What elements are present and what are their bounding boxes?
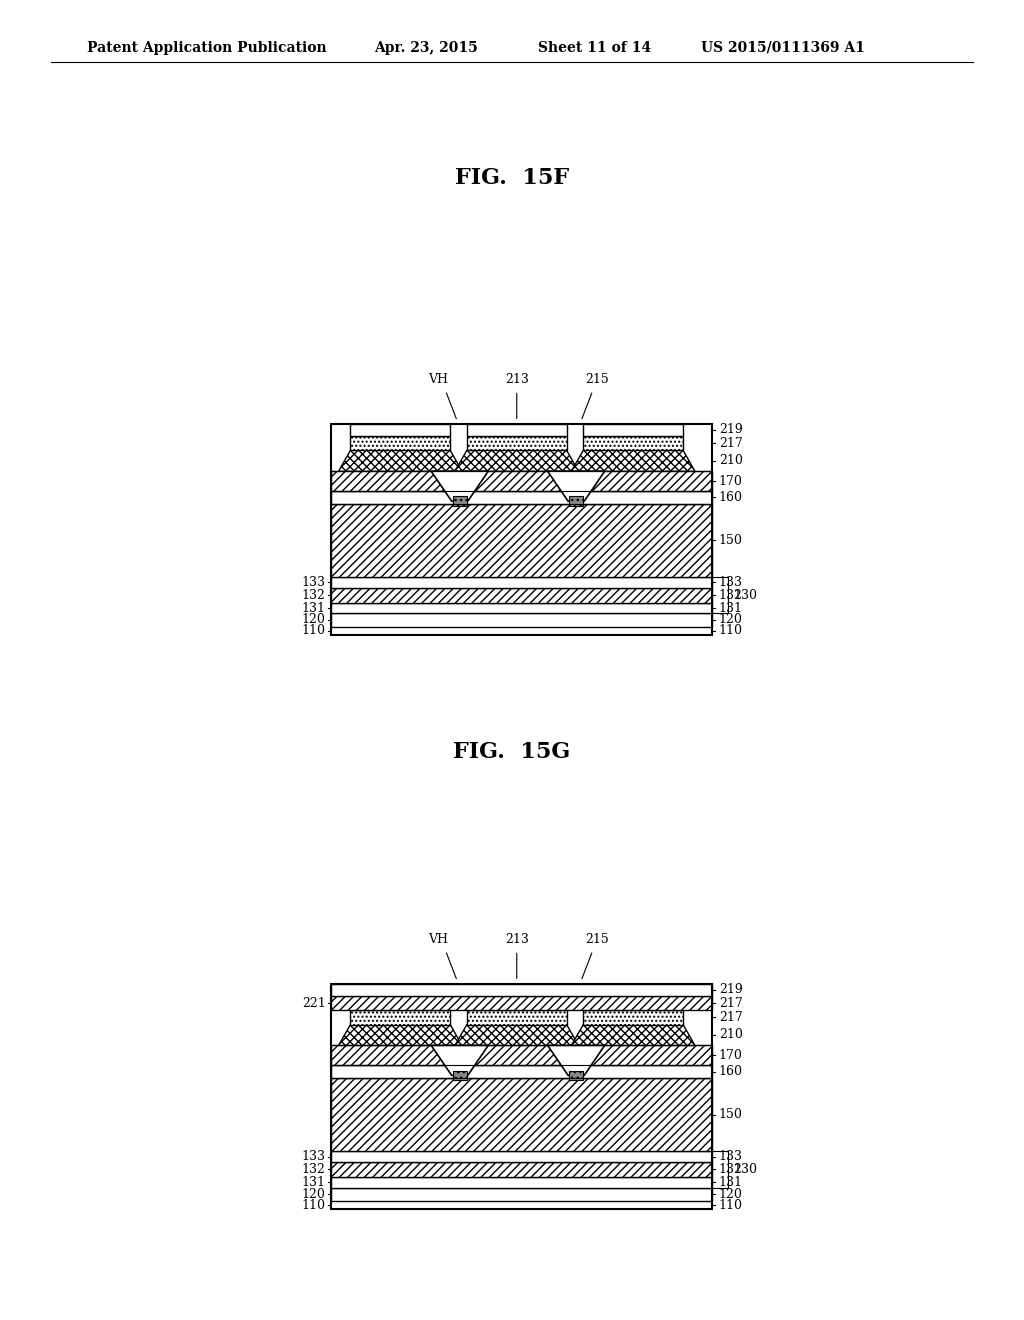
Polygon shape [455, 450, 579, 471]
Bar [569, 1071, 584, 1080]
Bar [332, 587, 712, 603]
Text: 132: 132 [302, 589, 326, 602]
Bar [350, 436, 451, 450]
Text: 110: 110 [302, 1199, 326, 1212]
Bar [332, 424, 712, 635]
Polygon shape [455, 1024, 579, 1045]
Text: VH: VH [428, 933, 449, 945]
Bar [453, 496, 467, 506]
Bar [332, 614, 712, 627]
Bar [467, 436, 566, 450]
Text: 170: 170 [719, 475, 742, 487]
Polygon shape [431, 1045, 488, 1076]
Text: 210: 210 [719, 1028, 742, 1041]
Text: Apr. 23, 2015: Apr. 23, 2015 [374, 41, 477, 54]
Bar [350, 1010, 451, 1024]
Text: 160: 160 [719, 1065, 742, 1078]
Polygon shape [431, 471, 488, 502]
Text: 120: 120 [719, 1188, 742, 1201]
Bar [332, 983, 712, 1209]
Bar [332, 1177, 712, 1188]
Text: 170: 170 [719, 1049, 742, 1061]
Text: 110: 110 [719, 1199, 742, 1212]
Text: 120: 120 [719, 614, 742, 627]
Polygon shape [548, 471, 604, 502]
Polygon shape [571, 1024, 695, 1045]
Text: VH: VH [428, 372, 449, 385]
Text: 215: 215 [586, 372, 609, 385]
Text: 120: 120 [302, 1188, 326, 1201]
Bar [332, 627, 712, 635]
Bar [332, 1077, 712, 1151]
Text: 110: 110 [719, 624, 742, 638]
Text: 132: 132 [719, 1163, 742, 1176]
Text: 133: 133 [719, 576, 742, 589]
Bar [332, 983, 712, 997]
Bar [332, 503, 712, 577]
Bar [332, 491, 712, 503]
Text: FIG.  15F: FIG. 15F [455, 168, 569, 189]
Bar [332, 1045, 712, 1065]
Bar [584, 436, 683, 450]
Text: 219: 219 [719, 983, 742, 997]
Text: 217: 217 [719, 437, 742, 450]
Text: 213: 213 [505, 933, 528, 945]
Bar [332, 1201, 712, 1209]
Polygon shape [571, 450, 695, 471]
Bar [453, 1071, 467, 1080]
Text: 217: 217 [719, 1011, 742, 1024]
Text: 110: 110 [302, 624, 326, 638]
Bar [332, 1065, 712, 1077]
Text: 131: 131 [719, 602, 742, 615]
Text: 213: 213 [505, 372, 528, 385]
Bar [332, 1162, 712, 1177]
Text: 131: 131 [302, 1176, 326, 1189]
Text: Patent Application Publication: Patent Application Publication [87, 41, 327, 54]
Text: 132: 132 [302, 1163, 326, 1176]
Bar [332, 1188, 712, 1201]
Text: Sheet 11 of 14: Sheet 11 of 14 [538, 41, 650, 54]
Text: 131: 131 [302, 602, 326, 615]
Bar [584, 1010, 683, 1024]
Bar [350, 424, 451, 436]
Text: 215: 215 [586, 933, 609, 945]
Text: 133: 133 [302, 576, 326, 589]
Bar [569, 496, 584, 506]
Text: 219: 219 [719, 424, 742, 437]
Text: FIG.  15G: FIG. 15G [454, 742, 570, 763]
Bar [584, 424, 683, 436]
Text: 131: 131 [719, 1176, 742, 1189]
Text: 133: 133 [302, 1150, 326, 1163]
Bar [332, 1151, 712, 1162]
Bar [332, 603, 712, 614]
Text: 150: 150 [719, 1107, 742, 1121]
Polygon shape [339, 1024, 462, 1045]
Bar [332, 577, 712, 587]
Text: 210: 210 [719, 454, 742, 467]
Text: 130: 130 [734, 589, 758, 602]
Text: 130: 130 [734, 1163, 758, 1176]
Text: US 2015/0111369 A1: US 2015/0111369 A1 [701, 41, 865, 54]
Text: 133: 133 [719, 1150, 742, 1163]
Text: 132: 132 [719, 589, 742, 602]
Text: 150: 150 [719, 533, 742, 546]
Text: 217: 217 [719, 997, 742, 1010]
Polygon shape [548, 1045, 604, 1076]
Bar [332, 997, 712, 1010]
Bar [467, 1010, 566, 1024]
Text: 221: 221 [302, 997, 326, 1010]
Text: 120: 120 [302, 614, 326, 627]
Text: 160: 160 [719, 491, 742, 504]
Bar [332, 471, 712, 491]
Bar [467, 424, 566, 436]
Polygon shape [339, 450, 462, 471]
